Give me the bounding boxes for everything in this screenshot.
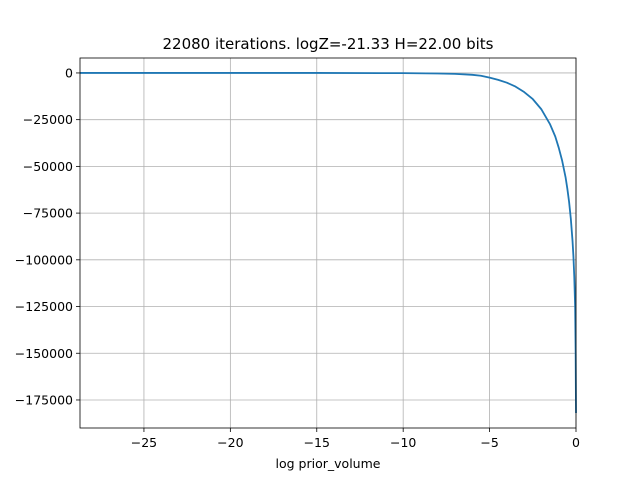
x-tick-label: −15 <box>304 435 330 450</box>
plot-frame <box>79 57 577 429</box>
y-tick-label: −150000 <box>15 346 73 361</box>
series-layer <box>80 72 577 414</box>
chart-title: 22080 iterations. logZ=-21.33 H=22.00 bi… <box>163 35 494 53</box>
y-tick-label: 0 <box>65 65 73 80</box>
x-tick-label: −25 <box>131 435 157 450</box>
x-tick-label: −20 <box>217 435 243 450</box>
x-tick-label: −10 <box>390 435 416 450</box>
x-tick-label: −5 <box>480 435 498 450</box>
axis-ticks: −25 −20 −15 −10 −5 0 0 −25000 −50000 −75000 −10000… <box>15 65 580 450</box>
series-line <box>80 72 577 414</box>
y-tick-label: −100000 <box>15 252 73 267</box>
y-tick-label: −175000 <box>15 392 73 407</box>
y-tick-label: −125000 <box>15 299 73 314</box>
x-axis-label: log prior_volume <box>276 456 381 471</box>
y-tick-label: −75000 <box>23 206 73 221</box>
y-tick-label: −25000 <box>23 112 73 127</box>
x-tick-label: 0 <box>572 435 580 450</box>
grid-lines <box>80 58 577 428</box>
y-tick-label: −50000 <box>23 159 73 174</box>
